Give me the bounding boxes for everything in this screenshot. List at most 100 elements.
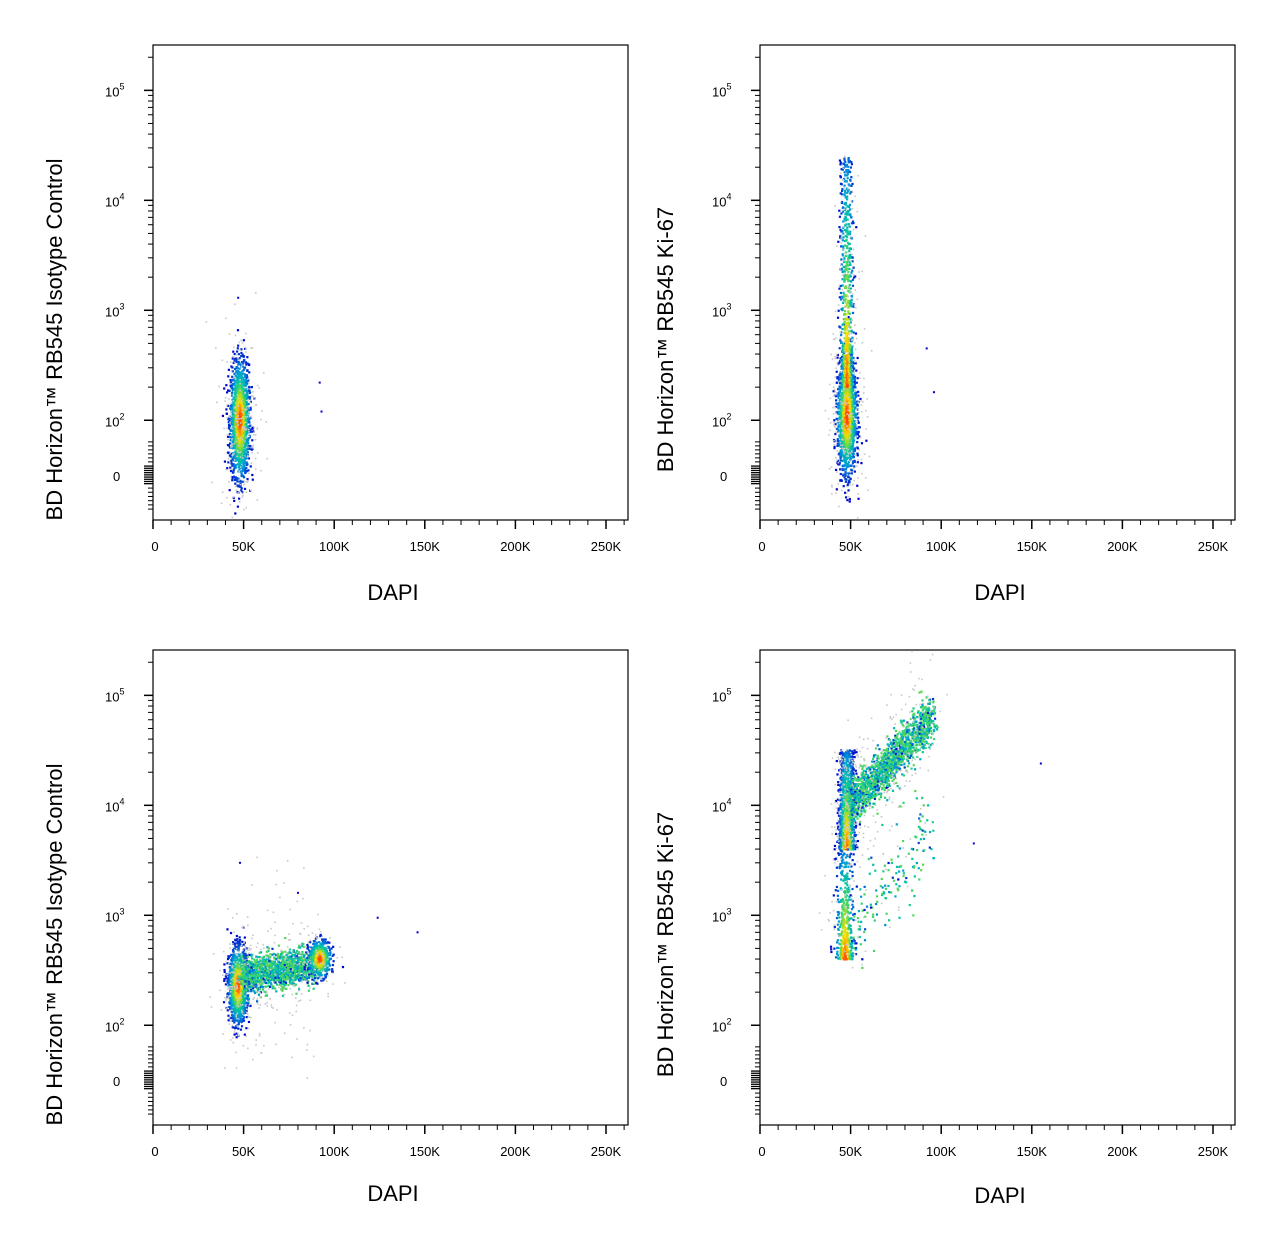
event-dot xyxy=(932,391,935,394)
event-dot xyxy=(236,404,239,408)
event-dot xyxy=(233,356,236,359)
event-dot xyxy=(856,412,859,415)
event-dot xyxy=(852,248,855,251)
event-dot xyxy=(861,270,863,273)
event-dot xyxy=(226,451,230,454)
event-dot xyxy=(243,396,246,399)
event-dot xyxy=(841,418,843,420)
event-dot xyxy=(841,344,844,347)
event-dot xyxy=(845,401,849,404)
event-dot xyxy=(851,368,853,371)
event-dot xyxy=(845,366,848,369)
event-dot xyxy=(853,465,856,468)
event-dot xyxy=(843,258,846,261)
event-dot xyxy=(858,277,861,280)
event-dot xyxy=(236,478,239,481)
event-dot xyxy=(852,305,855,308)
event-dot xyxy=(847,306,850,309)
event-dot xyxy=(235,377,238,380)
event-dot xyxy=(840,189,844,193)
event-dot xyxy=(843,239,847,243)
event-dot xyxy=(843,476,846,479)
event-dot xyxy=(230,384,234,387)
event-dot xyxy=(251,347,254,349)
event-dot xyxy=(241,406,245,409)
event-dot xyxy=(847,478,850,480)
event-dot xyxy=(839,172,842,175)
event-dot xyxy=(243,399,246,403)
event-dot xyxy=(231,458,234,461)
event-dot xyxy=(838,436,842,439)
event-dot xyxy=(846,339,849,343)
event-dot xyxy=(845,313,848,316)
event-dot xyxy=(839,381,842,385)
event-dot xyxy=(837,461,840,464)
event-dot xyxy=(246,395,249,398)
y-tick-label: 102 xyxy=(712,411,731,429)
event-dot xyxy=(223,460,227,463)
event-dot xyxy=(845,347,848,350)
event-dot xyxy=(232,399,235,402)
event-dot xyxy=(856,437,859,440)
event-dot xyxy=(242,437,245,441)
event-dot xyxy=(235,371,238,374)
event-dot xyxy=(844,473,847,476)
event-dot xyxy=(843,369,847,372)
event-dot xyxy=(836,392,838,394)
event-dot xyxy=(229,452,231,455)
event-dot xyxy=(847,316,850,319)
event-dot xyxy=(225,384,228,387)
event-dot xyxy=(241,474,244,478)
event-dot xyxy=(854,425,857,429)
event-dot xyxy=(243,408,246,411)
event-dot xyxy=(847,343,851,346)
event-dot xyxy=(851,462,854,465)
event-dot xyxy=(229,361,232,363)
event-dot xyxy=(229,381,232,384)
event-dot xyxy=(850,434,854,437)
event-dot xyxy=(847,223,850,226)
event-dot xyxy=(243,417,246,420)
event-dot xyxy=(848,254,851,257)
event-dot xyxy=(842,485,845,488)
event-dot xyxy=(842,246,845,250)
event-dot xyxy=(860,399,862,402)
event-dot xyxy=(843,347,846,351)
event-dot xyxy=(245,378,248,381)
event-dot xyxy=(853,396,857,399)
event-dot xyxy=(842,350,845,353)
event-dot xyxy=(867,489,869,492)
event-dot xyxy=(841,355,844,358)
event-dot xyxy=(845,302,849,305)
event-dot xyxy=(836,364,839,366)
event-dot xyxy=(237,418,240,420)
event-dot xyxy=(841,431,843,434)
event-dot xyxy=(835,412,837,415)
event-dot xyxy=(849,170,852,174)
event-dot xyxy=(841,168,844,171)
event-dot xyxy=(240,339,242,342)
event-dot xyxy=(243,508,245,511)
event-dot xyxy=(247,413,249,416)
event-dot xyxy=(856,400,859,403)
event-dot xyxy=(852,274,855,276)
y-tick-label: 102 xyxy=(105,411,124,429)
event-dot xyxy=(851,352,854,355)
event-dot xyxy=(836,316,840,319)
event-dot xyxy=(238,375,242,378)
event-dot xyxy=(236,397,240,401)
event-dot xyxy=(845,260,848,264)
event-dot xyxy=(829,421,832,424)
event-dot xyxy=(858,435,861,438)
event-dot xyxy=(850,163,854,166)
event-dot xyxy=(245,422,248,425)
event-dot xyxy=(836,420,839,423)
event-dot xyxy=(233,465,236,468)
event-dot xyxy=(848,385,851,389)
event-dot xyxy=(840,365,843,368)
event-dot xyxy=(839,417,842,420)
event-dot xyxy=(234,391,237,394)
event-dot xyxy=(846,355,850,358)
event-dot xyxy=(246,378,249,381)
event-dot xyxy=(851,430,855,433)
